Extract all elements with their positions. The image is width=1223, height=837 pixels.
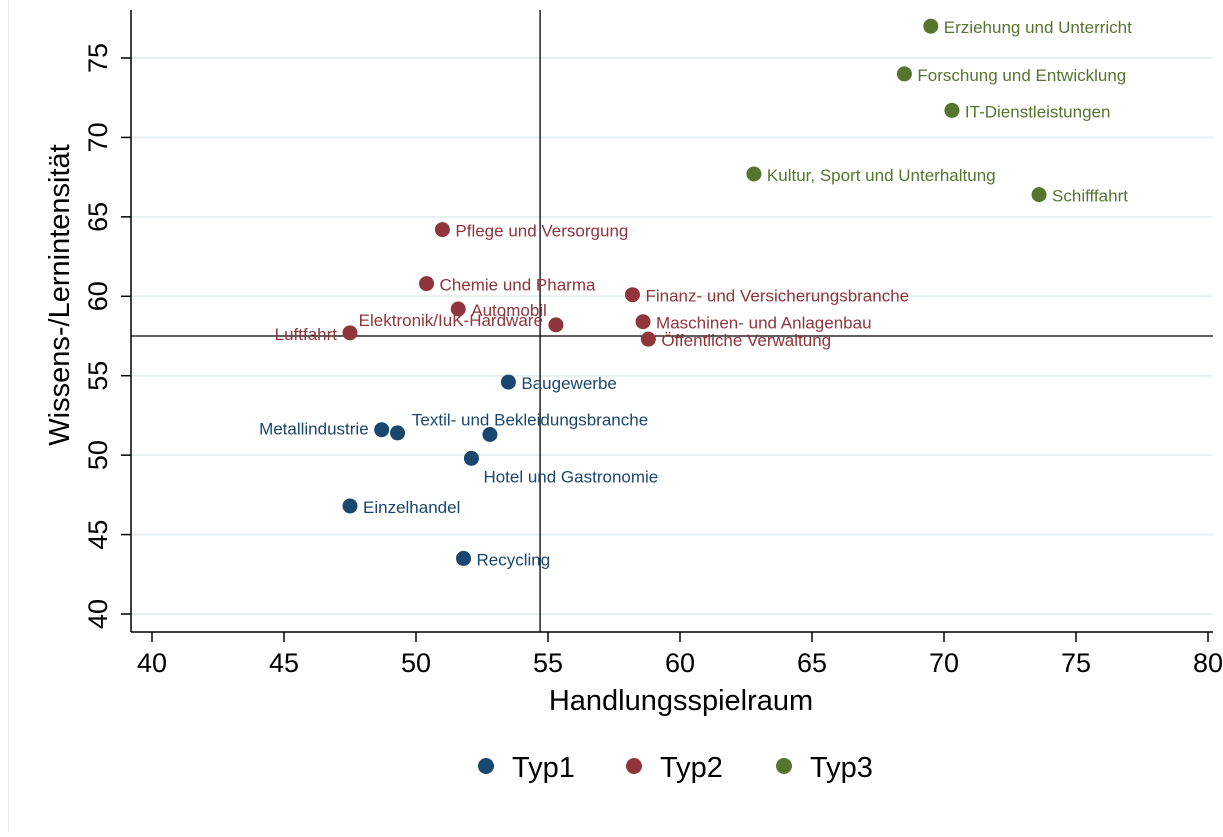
point-label: Forschung und Entwicklung: [917, 66, 1126, 85]
x-tick-label: 65: [797, 648, 827, 678]
point-label: Erziehung und Unterricht: [944, 18, 1132, 37]
legend-marker: [776, 758, 792, 774]
scatter-point: [450, 301, 466, 317]
legend-label: Typ2: [660, 752, 723, 784]
y-tick-label: 45: [83, 520, 113, 550]
y-tick-label: 70: [83, 122, 113, 152]
x-tick-label: 40: [137, 648, 167, 678]
x-axis-title: Handlungsspielraum: [549, 685, 813, 717]
x-tick-label: 55: [533, 648, 563, 678]
point-label: Baugewerbe: [521, 374, 616, 393]
scatter-point: [482, 426, 498, 442]
scatter-point: [342, 498, 358, 514]
point-label: Hotel und Gastronomie: [483, 467, 658, 486]
point-label: Automobil: [471, 301, 547, 320]
legend-marker: [626, 758, 642, 774]
scatter-point: [746, 166, 762, 182]
x-tick-label: 80: [1193, 648, 1223, 678]
scatter-point: [923, 18, 939, 34]
legend-label: Typ3: [810, 752, 873, 784]
scatter-point: [434, 222, 450, 238]
y-axis-title: Wissens-/Lernintensität: [44, 144, 76, 445]
scatter-point: [390, 425, 406, 441]
point-label: Textil- und Bekleidungsbranche: [412, 410, 648, 429]
y-tick-label: 55: [83, 361, 113, 391]
scatter-point: [896, 66, 912, 82]
y-tick-label: 60: [83, 281, 113, 311]
left-border: [8, 0, 9, 832]
point-label: Luftfahrt: [275, 325, 338, 344]
y-tick-label: 75: [83, 43, 113, 73]
legend-label: Typ1: [512, 752, 575, 784]
points-layer: [342, 18, 1047, 566]
x-tick-label: 50: [401, 648, 431, 678]
scatter-point: [456, 550, 472, 566]
scatter-point: [944, 102, 960, 118]
scatter-point: [624, 287, 640, 303]
scatter-point: [342, 325, 358, 341]
y-tick-label: 40: [83, 599, 113, 629]
point-label: Kultur, Sport und Unterhaltung: [767, 166, 996, 185]
point-label: IT-Dienstleistungen: [965, 102, 1111, 121]
grid-layer: [131, 57, 1213, 615]
point-label: Recycling: [477, 550, 551, 569]
x-tick-label: 75: [1061, 648, 1091, 678]
scatter-point: [635, 314, 651, 330]
x-tick-label: 70: [929, 648, 959, 678]
point-label: Öffentliche Verwaltung: [661, 331, 831, 350]
point-label: Metallindustrie: [259, 420, 369, 439]
scatter-point: [548, 317, 564, 333]
legend: Typ1 Typ2 Typ3: [478, 752, 873, 784]
point-labels-layer: Baugewerbe Metallindustrie Textil- und Bek…: [259, 18, 1132, 569]
point-label: Elektronik/IuK-Hardware: [359, 311, 543, 330]
point-label: Chemie und Pharma: [440, 276, 596, 295]
point-label: Schifffahrt: [1052, 187, 1128, 206]
point-label: Finanz- und Versicherungsbranche: [645, 287, 909, 306]
point-label: Pflege und Versorgung: [455, 222, 628, 241]
scatter-point: [1031, 187, 1047, 203]
point-label: Einzelhandel: [363, 498, 460, 517]
y-tick-label: 50: [83, 440, 113, 470]
scatter-point: [640, 331, 656, 347]
scatter-point: [374, 422, 390, 438]
reference-lines: [131, 10, 1213, 632]
scatter-point: [500, 374, 516, 390]
point-label: Maschinen- und Anlagenbau: [656, 314, 872, 333]
scatter-point: [463, 450, 479, 466]
axes-layer: 40 45 50 55 60 65 70 75 40 45 50 55 60 65 70 75 80: [83, 10, 1223, 678]
y-tick-label: 65: [83, 202, 113, 232]
x-tick-label: 60: [665, 648, 695, 678]
legend-marker: [478, 758, 494, 774]
x-tick-label: 45: [269, 648, 299, 678]
scatter-point: [419, 276, 435, 292]
